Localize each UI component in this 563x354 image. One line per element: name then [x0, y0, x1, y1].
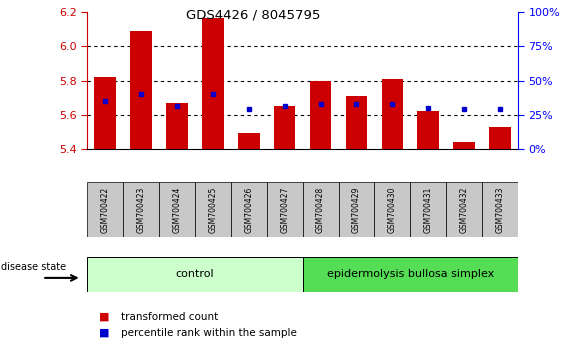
Text: epidermolysis bullosa simplex: epidermolysis bullosa simplex	[327, 269, 494, 279]
Bar	[410, 182, 446, 237]
Bar	[130, 31, 152, 149]
Bar	[274, 106, 296, 149]
Text: ■: ■	[99, 312, 109, 322]
Bar	[195, 182, 231, 237]
Bar	[310, 81, 331, 149]
Bar	[267, 182, 303, 237]
Bar	[303, 257, 518, 292]
Bar	[238, 133, 260, 149]
Text: GSM700424: GSM700424	[172, 187, 181, 233]
Text: GSM700433: GSM700433	[495, 187, 504, 233]
Bar	[482, 182, 518, 237]
Text: GSM700423: GSM700423	[137, 187, 146, 233]
Text: GSM700426: GSM700426	[244, 187, 253, 233]
Bar	[87, 182, 123, 237]
Bar	[453, 142, 475, 149]
Text: transformed count: transformed count	[121, 312, 218, 322]
Bar	[166, 103, 188, 149]
Bar	[95, 77, 116, 149]
Bar	[159, 182, 195, 237]
Bar	[418, 111, 439, 149]
Bar	[489, 126, 511, 149]
Bar	[338, 182, 374, 237]
Text: GSM700427: GSM700427	[280, 187, 289, 233]
Bar	[374, 182, 410, 237]
Text: control: control	[176, 269, 215, 279]
Bar	[382, 79, 403, 149]
Text: GSM700431: GSM700431	[424, 187, 433, 233]
Bar	[231, 182, 267, 237]
Text: ■: ■	[99, 328, 109, 338]
Text: GDS4426 / 8045795: GDS4426 / 8045795	[186, 9, 320, 22]
Bar	[446, 182, 482, 237]
Text: GSM700430: GSM700430	[388, 187, 397, 233]
Text: percentile rank within the sample: percentile rank within the sample	[121, 328, 297, 338]
Bar	[346, 96, 367, 149]
Bar	[123, 182, 159, 237]
Bar	[87, 257, 303, 292]
Text: GSM700432: GSM700432	[459, 187, 468, 233]
Text: GSM700429: GSM700429	[352, 187, 361, 233]
Text: GSM700425: GSM700425	[208, 187, 217, 233]
Bar	[303, 182, 338, 237]
Text: disease state: disease state	[1, 262, 66, 272]
Bar	[202, 17, 224, 149]
Text: GSM700422: GSM700422	[101, 187, 110, 233]
Text: GSM700428: GSM700428	[316, 187, 325, 233]
